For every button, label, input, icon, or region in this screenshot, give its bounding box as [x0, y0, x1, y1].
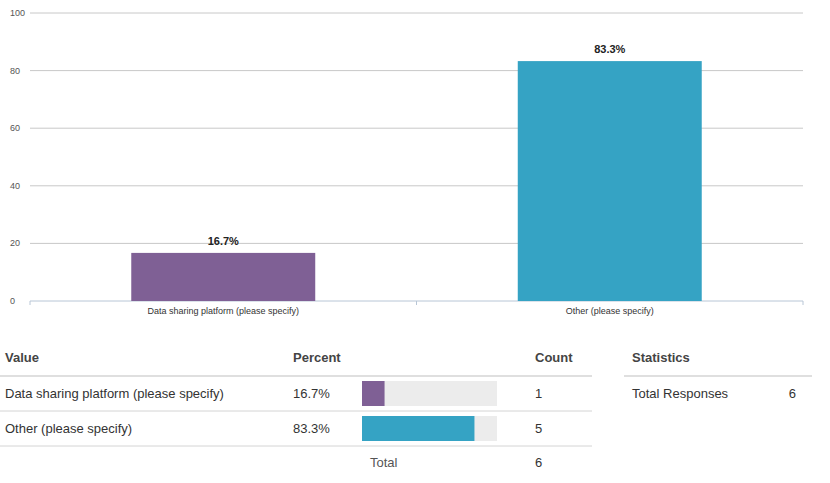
- table-rule: [0, 375, 592, 377]
- x-tick-label: Data sharing platform (please specify): [147, 306, 299, 316]
- y-tick-label: 0: [10, 296, 15, 306]
- y-tick-label: 100: [10, 8, 25, 18]
- x-tick: [30, 301, 31, 305]
- table-header: Count: [535, 350, 573, 365]
- bar: [131, 253, 315, 301]
- percent-bar: [362, 381, 385, 406]
- table-header: Value: [5, 350, 39, 365]
- table-cell: 16.7%: [293, 386, 330, 401]
- grid-line: [30, 13, 803, 14]
- x-tick: [803, 301, 804, 305]
- data-label: 16.7%: [208, 235, 239, 247]
- statistics-rule: [624, 375, 812, 377]
- statistics-value: 6: [789, 386, 796, 401]
- table-total: 6: [535, 455, 542, 470]
- table-cell: Data sharing platform (please specify): [5, 386, 224, 401]
- percent-track: [362, 416, 497, 441]
- y-tick-label: 80: [10, 66, 20, 76]
- table-cell: 1: [535, 386, 542, 401]
- percent-track: [362, 381, 497, 406]
- bars: [131, 61, 701, 301]
- table-cell: 5: [535, 421, 542, 436]
- percent-bar: [362, 416, 474, 441]
- table-rule: [0, 446, 592, 447]
- table-header: Percent: [293, 350, 341, 365]
- y-tick-label: 20: [10, 238, 20, 248]
- x-tick: [416, 301, 417, 305]
- table-cell: Other (please specify): [5, 421, 132, 436]
- table-cell: 83.3%: [293, 421, 330, 436]
- bar: [518, 61, 702, 301]
- statistics-title: Statistics: [632, 350, 690, 365]
- table-rule: [0, 411, 592, 412]
- statistics-label: Total Responses: [632, 386, 729, 401]
- x-tick-label: Other (please specify): [566, 306, 654, 316]
- table-total-label: Total: [370, 455, 398, 470]
- chart-root: 0 20 40 60 80 100 16.7% Data sharing platform (…: [0, 0, 830, 483]
- data-label: 83.3%: [594, 43, 625, 55]
- y-tick-label: 60: [10, 123, 20, 133]
- y-tick-label: 40: [10, 181, 20, 191]
